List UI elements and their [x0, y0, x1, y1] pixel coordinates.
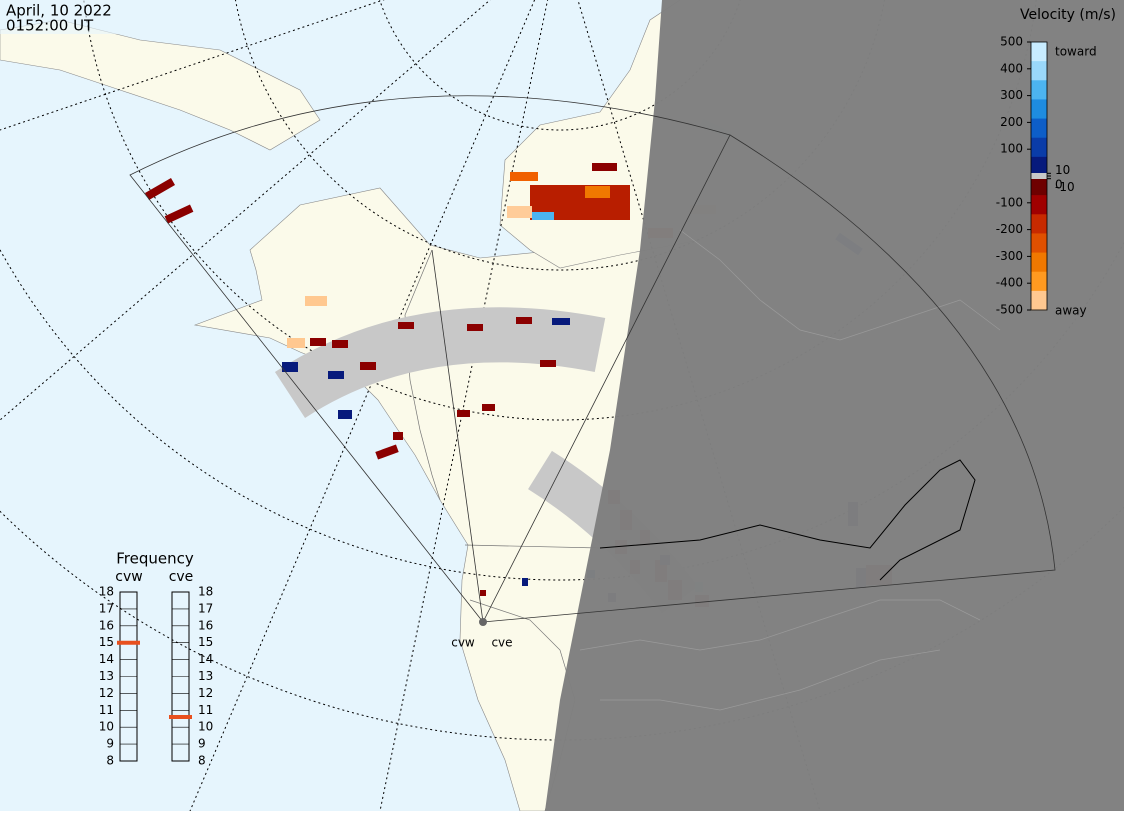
- colorbar-swatch: [1031, 214, 1047, 234]
- frequency-tick-label: 17: [198, 601, 213, 615]
- colorbar-swatch: [1031, 233, 1047, 254]
- colorbar-zero: [1031, 173, 1047, 179]
- frequency-tick-label: 12: [198, 686, 213, 700]
- colorbar-tick-label: 200: [1000, 115, 1023, 129]
- colorbar-swatch: [1031, 61, 1047, 81]
- frequency-tick-label: 13: [99, 669, 114, 683]
- frequency-tick-label: 16: [99, 618, 114, 632]
- frequency-tick-label: 13: [198, 669, 213, 683]
- colorbar-tick-label: -400: [996, 276, 1023, 290]
- frequency-tick-label: 8: [198, 754, 206, 768]
- frequency-tick-label: 18: [99, 585, 114, 599]
- night-shade: [545, 0, 1124, 811]
- colorbar-tick-label: 500: [1000, 35, 1023, 49]
- colorbar-swatch: [1031, 137, 1047, 158]
- radar-name: cvw: [115, 569, 142, 585]
- colorbar-tick-label: -500: [996, 303, 1023, 317]
- land: [0, 19, 321, 151]
- frequency-panel: cvw18171615141312111098cve18171615141312…: [99, 569, 214, 768]
- colorbar-swatch: [1031, 80, 1047, 100]
- radar-fans: [129, 95, 1056, 623]
- colorbar-swatch: [1031, 99, 1047, 120]
- frequency-tick-label: 10: [99, 720, 114, 734]
- frequency-tick-label: 11: [198, 703, 213, 717]
- colorbar-toward: toward: [1055, 45, 1097, 59]
- frequency-tick-label: 18: [198, 585, 213, 599]
- colorbar-tick-label: 0: [1055, 178, 1063, 192]
- colorbar-swatch: [1031, 195, 1047, 215]
- colorbar-swatch: [1031, 290, 1047, 311]
- frequency-tick-label: 10: [198, 720, 213, 734]
- colorbar-tick-label: 100: [1000, 142, 1023, 156]
- frequency-tick-label: 11: [99, 703, 114, 717]
- colorbar-swatch: [1031, 156, 1047, 177]
- frequency-tick-label: 8: [106, 754, 114, 768]
- frequency-tick-label: 15: [99, 635, 114, 649]
- frequency-tick-label: 9: [198, 737, 206, 751]
- site-label: cve: [491, 636, 512, 650]
- colorbar-swatch: [1031, 118, 1047, 139]
- frequency-tick-label: 15: [198, 635, 213, 649]
- site-label: cvw: [451, 636, 475, 650]
- colorbar-tick-label: -100: [996, 195, 1023, 209]
- frequency-tick-label: 14: [198, 652, 213, 666]
- colorbar-away: away: [1055, 304, 1087, 318]
- colorbar-swatch: [1031, 271, 1047, 292]
- time: 0152:00 UT: [6, 17, 94, 35]
- radar-site: [479, 618, 487, 626]
- colorbar-tick-label: -200: [996, 222, 1023, 236]
- colorbar-tick-label: -10: [1055, 180, 1075, 194]
- night-borders: [579, 229, 1001, 711]
- frequency-tick-label: 12: [99, 686, 114, 700]
- colorbar-tick-label: 300: [1000, 88, 1023, 102]
- colorbar-title: Velocity (m/s): [1020, 7, 1116, 23]
- date: April, 10 2022: [6, 2, 112, 20]
- frequency-tick-label: 17: [99, 601, 114, 615]
- frequency-title: Frequency: [116, 550, 194, 568]
- colorbar-tick-label: -300: [996, 249, 1023, 263]
- colorbar-tick-label: 10: [1055, 163, 1070, 177]
- colorbar-swatch: [1031, 42, 1047, 62]
- time-bg: [0, 0, 130, 34]
- colorbar-swatch: [1031, 176, 1047, 196]
- radar-name: cve: [169, 569, 194, 585]
- colorbar: 500400300200100100-10-100-200-300-400-50…: [996, 35, 1075, 317]
- colorbar-tick-label: 400: [1000, 61, 1023, 75]
- colorbar-swatch: [1031, 252, 1047, 273]
- frequency-tick-label: 16: [198, 618, 213, 632]
- border: [599, 459, 976, 581]
- frequency-tick-label: 14: [99, 652, 114, 666]
- frequency-tick-label: 9: [106, 737, 114, 751]
